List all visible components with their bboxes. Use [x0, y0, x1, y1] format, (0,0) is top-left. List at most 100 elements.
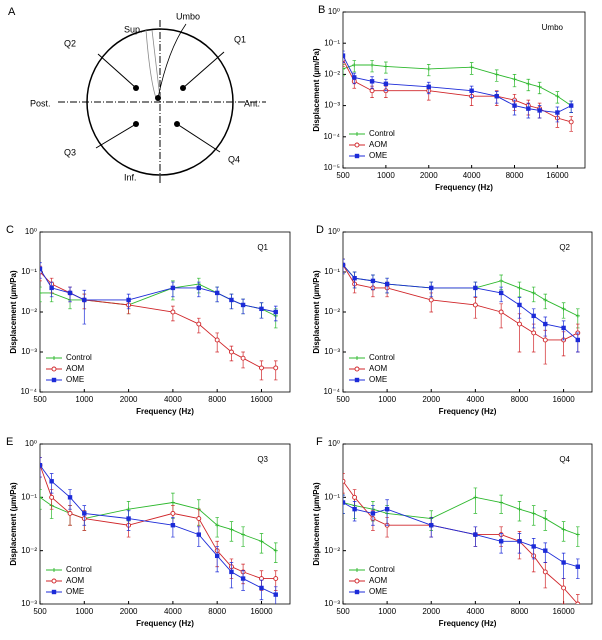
error-bar	[40, 286, 42, 303]
x-axis-label: Frequency (Hz)	[136, 407, 194, 416]
plot-frame	[39, 443, 291, 605]
chart-title: Q4	[559, 455, 570, 464]
marker	[354, 377, 360, 383]
marker	[228, 349, 234, 355]
chart: F Q4 Frequency (Hz) Displacement (µm/Pa) 500…	[312, 436, 593, 628]
anterior-label: Ant.	[244, 98, 260, 108]
error-bar	[273, 360, 278, 381]
umbo-dot	[155, 95, 161, 101]
series-line	[40, 268, 276, 313]
error-bar	[561, 521, 566, 542]
marker	[49, 494, 55, 500]
posterior-label: Post.	[30, 98, 51, 108]
marker	[49, 285, 54, 291]
q4-pointer	[176, 123, 221, 153]
marker	[259, 585, 264, 591]
marker	[531, 544, 536, 549]
series-line	[40, 464, 276, 596]
y-tick-label: 10⁻³	[21, 599, 37, 608]
y-axis-label: Displacement (µm/Pa)	[9, 482, 18, 566]
marker	[170, 285, 176, 291]
error-bar	[215, 517, 219, 538]
error-bar	[343, 494, 345, 514]
error-bar	[259, 360, 264, 381]
marker	[170, 510, 176, 516]
marker	[352, 75, 357, 80]
y-tick-label: 10⁻³	[21, 347, 37, 356]
error-bar	[259, 533, 264, 554]
marker	[543, 516, 548, 521]
plot-frame	[342, 231, 593, 393]
marker	[384, 281, 390, 287]
x-axis-label: Frequency (Hz)	[439, 619, 497, 628]
quadrant-label: Q3	[64, 147, 76, 157]
marker	[473, 495, 478, 500]
legend: Control AOM OME	[46, 565, 92, 596]
y-tick-label: 10⁻³	[324, 599, 340, 608]
marker	[473, 285, 478, 291]
error-bar	[241, 526, 245, 547]
series-line	[40, 496, 276, 552]
x-tick-label: 8000	[511, 395, 529, 404]
plot-area	[40, 262, 279, 381]
legend-label: AOM	[369, 576, 388, 585]
marker	[369, 88, 375, 94]
marker	[472, 302, 478, 308]
marker	[561, 560, 566, 565]
y-tick-label: 10⁻⁵	[324, 163, 340, 172]
error-bar	[40, 457, 42, 478]
y-tick-label: 10⁻²	[21, 546, 37, 555]
series-line	[343, 64, 572, 106]
marker	[67, 510, 73, 516]
x-tick-label: 4000	[466, 395, 484, 404]
y-tick-label: 10⁻¹	[21, 492, 37, 501]
marker	[429, 285, 434, 291]
x-tick-label: 16000	[552, 607, 575, 616]
y-tick-label: 10⁰	[328, 7, 340, 16]
plot-area	[343, 50, 574, 132]
marker	[575, 532, 580, 537]
marker	[498, 309, 504, 315]
error-bar	[499, 303, 503, 329]
malleus	[145, 29, 161, 99]
error-bar	[517, 297, 522, 319]
error-bar	[40, 262, 42, 279]
panel-letter: A	[8, 6, 16, 18]
marker	[352, 506, 357, 512]
marker	[354, 366, 360, 372]
marker	[52, 356, 56, 360]
legend: Control AOM OME	[46, 353, 92, 384]
marker	[343, 500, 346, 505]
x-tick-label: 1000	[75, 607, 93, 616]
x-tick-label: 2000	[422, 395, 440, 404]
marker	[352, 63, 357, 68]
error-bar	[473, 297, 478, 319]
x-tick-label: 4000	[164, 395, 182, 404]
plot-area	[343, 258, 581, 365]
x-tick-label: 500	[33, 607, 47, 616]
marker	[426, 84, 431, 90]
x-tick-label: 1000	[378, 607, 396, 616]
marker	[354, 589, 360, 595]
error-bar	[543, 510, 548, 531]
marker	[343, 53, 346, 58]
marker	[512, 103, 517, 108]
marker	[575, 601, 581, 604]
marker	[561, 527, 566, 532]
chart-title: Q3	[257, 455, 268, 464]
marker	[214, 290, 220, 296]
marker	[355, 568, 359, 572]
x-tick-label: 4000	[466, 607, 484, 616]
error-bar	[543, 316, 548, 337]
x-tick-label: 2000	[420, 171, 438, 180]
marker	[273, 576, 279, 582]
y-tick-label: 10⁻²	[21, 307, 37, 316]
marker	[40, 495, 42, 500]
series-line	[343, 264, 578, 317]
legend-label: AOM	[66, 364, 85, 373]
marker	[49, 479, 54, 484]
y-tick-label: 10⁰	[25, 227, 37, 236]
marker	[170, 309, 176, 315]
marker	[499, 278, 504, 283]
quadrant-label: Q1	[234, 34, 246, 44]
